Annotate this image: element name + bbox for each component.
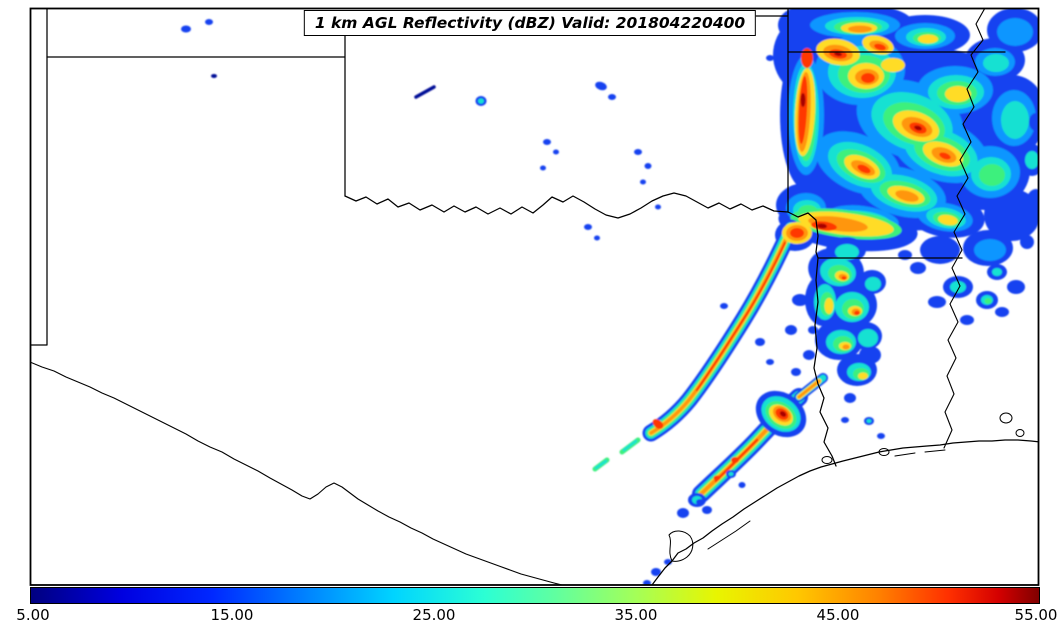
calcasieu-lake <box>878 448 890 456</box>
border-texas-east <box>787 211 837 467</box>
map-frame <box>29 7 1040 586</box>
colorbar-tick-label: 35.00 <box>614 606 658 624</box>
colorbar-tick-label: 25.00 <box>412 606 456 624</box>
border-new-mexico <box>31 9 48 346</box>
sabine-lake <box>821 456 833 464</box>
galveston-bay <box>668 530 694 562</box>
state-borders <box>31 9 1038 585</box>
colorbar-tick-label: 5.00 <box>16 606 50 624</box>
barrier-islands <box>707 449 946 550</box>
colorbar <box>30 587 1040 604</box>
colorbar-tick-label: 55.00 <box>1014 606 1058 624</box>
map-title: 1 km AGL Reflectivity (dBZ) Valid: 20180… <box>303 10 757 36</box>
coastline-gulf <box>651 439 1038 585</box>
lake-1 <box>999 412 1013 424</box>
colorbar-tick-label: 45.00 <box>816 606 860 624</box>
border-mississippi-river <box>943 9 986 449</box>
lake-2 <box>1015 429 1025 437</box>
colorbar-tick-label: 15.00 <box>210 606 254 624</box>
border-red-river <box>344 192 789 219</box>
border-rio-grande <box>31 361 563 585</box>
